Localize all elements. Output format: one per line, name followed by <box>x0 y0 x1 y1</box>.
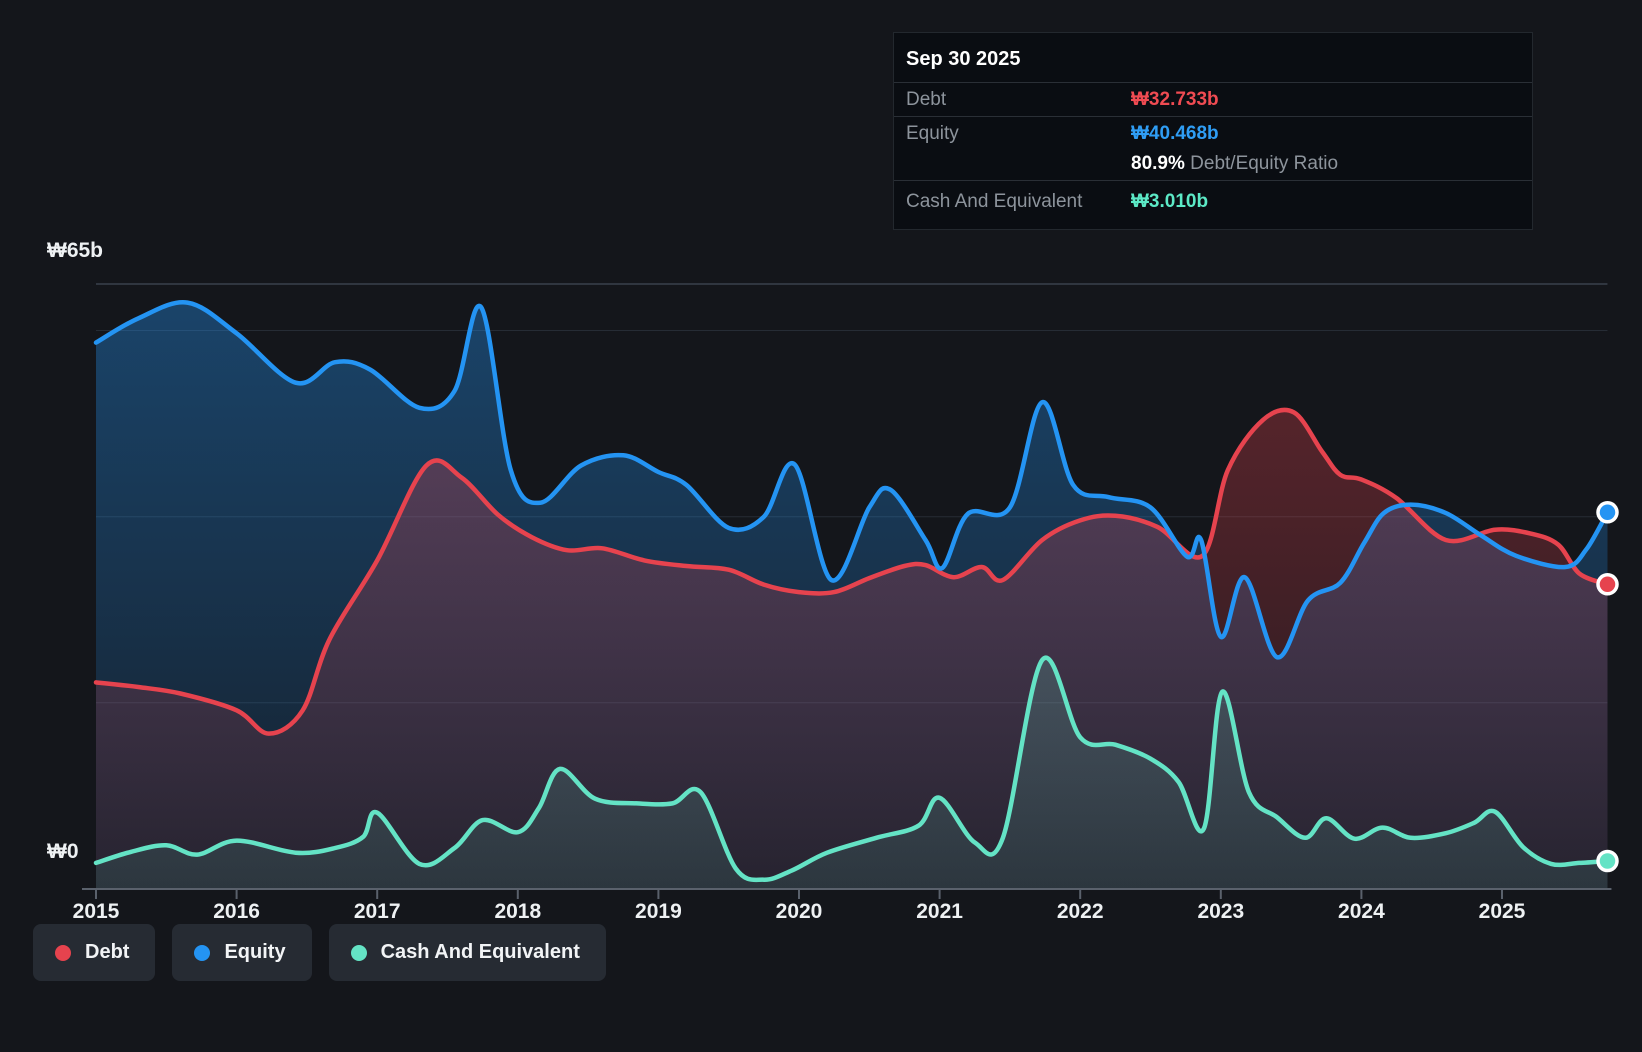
cash-dot-icon <box>350 944 367 961</box>
equity-line <box>93 300 1610 660</box>
tooltip-row-debt-equity-ratio: 80.9% Debt/Equity Ratio <box>894 150 1532 181</box>
legend-equity-label: Equity <box>224 941 286 963</box>
x-tick-label-2017: 2017 <box>354 900 401 923</box>
tooltip-row-equity: Equity ₩40.468b <box>894 117 1532 150</box>
cash-line <box>93 655 1610 883</box>
debt-line <box>93 407 1610 736</box>
debt-end-marker <box>1596 573 1619 596</box>
y-axis-max-label: ₩65b <box>47 239 104 262</box>
legend-item-equity[interactable]: Equity <box>172 924 312 981</box>
equity-end-marker <box>1596 501 1619 524</box>
tooltip-cash-label: Cash And Equivalent <box>906 191 1083 212</box>
tooltip-ratio-label: Debt/Equity Ratio <box>1184 153 1339 174</box>
x-tick-label-2019: 2019 <box>635 900 682 923</box>
tooltip-cash-value: ₩3.010b <box>1131 191 1209 212</box>
legend-item-cash[interactable]: Cash And Equivalent <box>328 924 606 981</box>
chart-legend: Debt Equity Cash And Equivalent <box>33 924 606 981</box>
tooltip-equity-value: ₩40.468b <box>1131 123 1219 144</box>
legend-item-debt[interactable]: Debt <box>33 924 156 981</box>
debt-dot-icon <box>55 944 71 961</box>
x-tick-label-2023: 2023 <box>1197 900 1244 923</box>
tooltip-row-debt: Debt ₩32.733b <box>894 83 1532 117</box>
tooltip-equity-label: Equity <box>906 123 959 144</box>
tooltip-row-cash: Cash And Equivalent ₩3.010b <box>894 181 1532 223</box>
tooltip-ratio-value: 80.9% <box>1131 153 1185 174</box>
tooltip-ratio: 80.9% Debt/Equity Ratio <box>1131 150 1338 178</box>
tooltip-debt-value: ₩32.733b <box>1131 89 1219 110</box>
tooltip-debt-label: Debt <box>906 89 947 110</box>
x-tick-label-2018: 2018 <box>494 900 541 923</box>
equity-dot-icon <box>194 944 211 961</box>
x-tick-label-2020: 2020 <box>776 900 823 923</box>
chart-tooltip: Sep 30 2025 Debt ₩32.733b Equity ₩40.468… <box>893 32 1533 230</box>
x-tick-label-2024: 2024 <box>1338 900 1385 923</box>
x-tick-label-2016: 2016 <box>213 900 260 923</box>
tooltip-date: Sep 30 2025 <box>894 33 1532 83</box>
x-tick-label-2025: 2025 <box>1479 900 1526 923</box>
legend-cash-label: Cash And Equivalent <box>380 941 580 963</box>
x-tick-label-2021: 2021 <box>916 900 963 923</box>
cash-end-marker <box>1596 849 1619 873</box>
y-axis-zero-label: ₩0 <box>47 840 79 863</box>
x-tick-label-2022: 2022 <box>1057 900 1104 923</box>
x-tick-label-2015: 2015 <box>73 900 120 923</box>
legend-debt-label: Debt <box>85 941 130 963</box>
